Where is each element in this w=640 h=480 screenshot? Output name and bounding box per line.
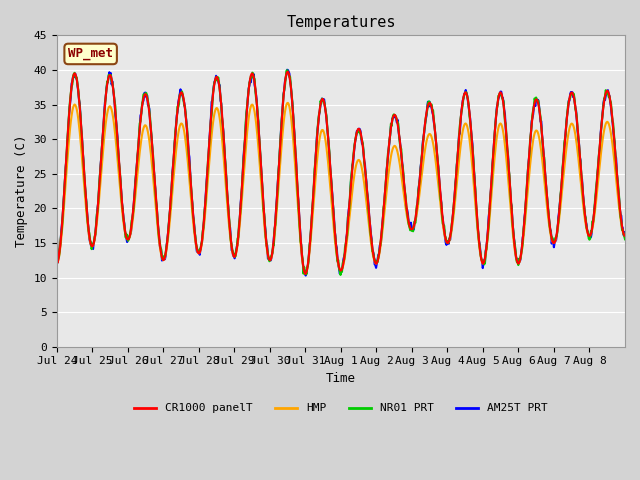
AM25T PRT bbox=[302, 273, 310, 278]
NR01 PRT bbox=[284, 67, 291, 73]
CR1000 panelT bbox=[433, 148, 441, 154]
CR1000 panelT bbox=[621, 233, 629, 239]
CR1000 panelT bbox=[274, 185, 282, 191]
CR1000 panelT bbox=[302, 271, 310, 277]
CR1000 panelT bbox=[252, 92, 260, 98]
AM25T PRT bbox=[120, 215, 127, 221]
CR1000 panelT bbox=[401, 190, 409, 196]
Line: AM25T PRT: AM25T PRT bbox=[57, 70, 625, 276]
Line: CR1000 panelT: CR1000 panelT bbox=[57, 72, 625, 274]
NR01 PRT bbox=[274, 188, 282, 193]
HMP bbox=[302, 271, 310, 277]
HMP bbox=[274, 197, 282, 203]
CR1000 panelT bbox=[120, 215, 127, 221]
AM25T PRT bbox=[274, 183, 282, 189]
HMP bbox=[433, 168, 441, 174]
Line: NR01 PRT: NR01 PRT bbox=[57, 70, 625, 275]
HMP bbox=[224, 210, 232, 216]
X-axis label: Time: Time bbox=[326, 372, 356, 385]
HMP bbox=[401, 200, 409, 206]
NR01 PRT bbox=[120, 216, 127, 222]
Line: HMP: HMP bbox=[57, 103, 625, 274]
AM25T PRT bbox=[284, 67, 291, 72]
Text: WP_met: WP_met bbox=[68, 48, 113, 60]
AM25T PRT bbox=[53, 225, 61, 231]
CR1000 panelT bbox=[53, 226, 61, 232]
AM25T PRT bbox=[224, 200, 232, 206]
HMP bbox=[621, 233, 629, 239]
CR1000 panelT bbox=[284, 69, 292, 75]
AM25T PRT bbox=[433, 150, 441, 156]
NR01 PRT bbox=[224, 199, 232, 205]
NR01 PRT bbox=[53, 228, 61, 233]
AM25T PRT bbox=[621, 229, 629, 235]
NR01 PRT bbox=[337, 272, 344, 278]
HMP bbox=[120, 219, 127, 225]
HMP bbox=[284, 100, 292, 106]
Y-axis label: Temperature (C): Temperature (C) bbox=[15, 135, 28, 247]
HMP bbox=[252, 120, 260, 126]
NR01 PRT bbox=[401, 189, 409, 194]
AM25T PRT bbox=[401, 191, 409, 196]
HMP bbox=[53, 261, 61, 266]
NR01 PRT bbox=[252, 96, 260, 101]
CR1000 panelT bbox=[224, 201, 232, 206]
NR01 PRT bbox=[621, 237, 629, 242]
Legend: CR1000 panelT, HMP, NR01 PRT, AM25T PRT: CR1000 panelT, HMP, NR01 PRT, AM25T PRT bbox=[129, 399, 552, 418]
Title: Temperatures: Temperatures bbox=[286, 15, 396, 30]
NR01 PRT bbox=[433, 148, 441, 154]
AM25T PRT bbox=[252, 92, 260, 98]
